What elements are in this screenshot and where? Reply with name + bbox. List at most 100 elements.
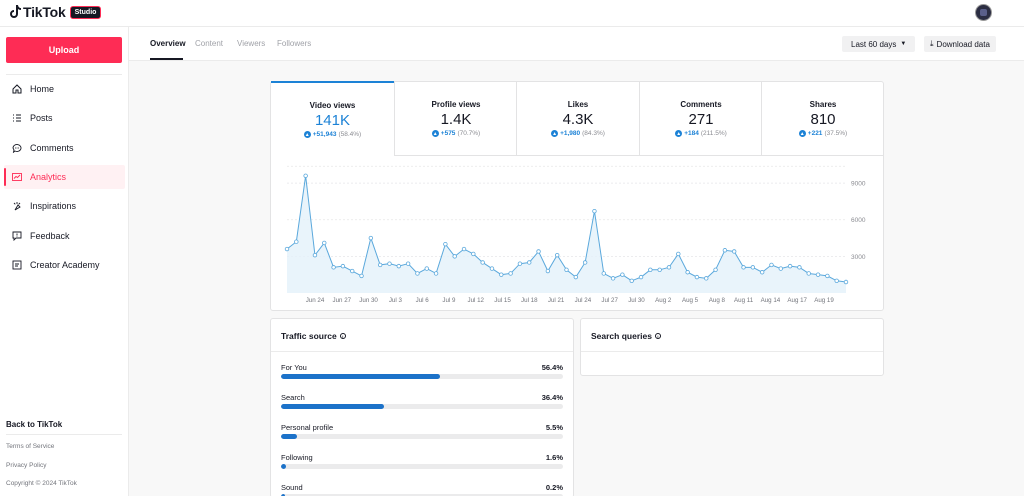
sidebar-item-home[interactable]: Home: [4, 77, 125, 101]
arrow-up-icon: ▲: [431, 130, 439, 137]
traffic-source-card: Traffic source i For You 56.4% Search 36.4%…: [270, 318, 574, 496]
info-icon[interactable]: i: [654, 333, 661, 339]
data-point: [638, 274, 644, 280]
traffic-source-bar-track: [281, 464, 563, 469]
data-point: [648, 267, 653, 272]
data-point: [508, 271, 513, 276]
studio-badge: Studio: [69, 5, 102, 19]
sidebar: Upload Home Posts Comments Analytics Ins…: [0, 27, 129, 496]
data-point: [797, 265, 802, 270]
data-point: [843, 279, 849, 285]
data-point: [741, 265, 746, 270]
data-point: [368, 235, 374, 241]
x-tick-label: Jul 30: [628, 297, 645, 304]
traffic-source-bar-fill: [281, 404, 384, 409]
avatar[interactable]: [975, 4, 992, 21]
data-point: [685, 270, 690, 275]
delta-percent: (211.5%): [700, 130, 727, 137]
y-tick-label: 6000: [851, 217, 866, 224]
metric-label: Comments: [680, 100, 722, 109]
delta-value: +575: [440, 130, 456, 137]
terms-link[interactable]: Terms of Service: [6, 443, 55, 450]
sidebar-item-creator-academy[interactable]: Creator Academy: [4, 253, 125, 277]
x-tick-label: Jul 6: [416, 297, 430, 304]
x-tick-label: Aug 5: [682, 297, 699, 304]
data-point: [620, 272, 625, 277]
date-range-dropdown[interactable]: Last 60 days ▼: [842, 36, 916, 52]
x-tick-label: Aug 2: [655, 297, 672, 304]
data-point: [610, 276, 616, 281]
tab-viewers[interactable]: Viewers: [237, 39, 266, 48]
logo-text: TikTok: [23, 4, 66, 20]
traffic-source-name: Sound: [281, 483, 303, 492]
tab-followers[interactable]: Followers: [277, 39, 312, 48]
analytics-icon: [11, 171, 23, 183]
traffic-source-bar-fill: [281, 464, 286, 469]
metric-shares[interactable]: Shares 810 ▲ +221 (37.5%): [761, 82, 884, 156]
metric-value: 271: [688, 111, 714, 128]
metric-label: Likes: [567, 100, 589, 109]
upload-button[interactable]: Upload: [6, 37, 122, 63]
data-point: [527, 260, 532, 265]
traffic-source-row: Personal profile 5.5%: [281, 423, 563, 447]
tab-overview[interactable]: Overview: [150, 39, 186, 48]
data-point: [629, 278, 634, 283]
x-tick-label: Jul 3: [389, 297, 403, 304]
sidebar-item-comments[interactable]: Comments: [4, 136, 125, 160]
delta-percent: (84.3%): [582, 130, 605, 137]
data-point: [471, 251, 476, 257]
data-point: [778, 266, 783, 271]
data-point: [443, 241, 448, 247]
traffic-source-row: Sound 0.2%: [281, 483, 563, 496]
x-tick-label: Jun 27: [333, 297, 352, 304]
sparkle-icon: [11, 200, 23, 212]
x-tick-label: Jun 30: [359, 297, 378, 304]
data-point: [499, 272, 504, 277]
metric-label: Shares: [809, 100, 837, 109]
data-point: [359, 273, 364, 279]
metric-comments[interactable]: Comments 271 ▲ +184 (211.5%): [639, 82, 762, 156]
data-point: [433, 271, 439, 276]
data-point: [657, 267, 662, 272]
data-point: [396, 263, 401, 269]
sidebar-item-posts[interactable]: Posts: [4, 106, 125, 130]
sidebar-item-analytics[interactable]: Analytics: [4, 165, 125, 189]
data-point: [815, 272, 821, 277]
data-point: [554, 252, 560, 258]
data-point: [732, 249, 737, 254]
traffic-source-bar-track: [281, 404, 563, 409]
data-point: [601, 271, 606, 276]
academy-icon: [11, 259, 23, 271]
download-data-button[interactable]: ⤓ Download data: [924, 36, 996, 52]
metric-likes[interactable]: Likes 4.3K ▲ +1,980 (84.3%): [516, 82, 639, 156]
arrow-up-icon: ▲: [551, 130, 559, 137]
traffic-source-bar-track: [281, 494, 563, 496]
traffic-source-bar-track: [281, 434, 563, 439]
x-tick-label: Jul 12: [467, 297, 484, 304]
metric-profile-views[interactable]: Profile views 1.4K ▲ +575 (70.7%): [394, 82, 517, 156]
x-tick-label: Jul 21: [548, 297, 565, 304]
metric-video-views[interactable]: Video views 141K ▲ +51,943 (58.4%): [271, 81, 394, 155]
traffic-source-title: Traffic source: [281, 331, 337, 341]
tiktok-studio-logo[interactable]: TikTok Studio: [9, 4, 102, 20]
sidebar-item-feedback[interactable]: Feedback: [4, 224, 125, 248]
sidebar-item-label: Analytics: [30, 172, 67, 182]
analytics-tab-bar: Overview Content Viewers Followers Last …: [129, 27, 1024, 61]
data-point: [331, 265, 336, 270]
delta-percent: (37.5%): [824, 130, 848, 137]
download-label: Download data: [936, 39, 990, 49]
sidebar-item-label: Feedback: [30, 231, 70, 241]
data-point: [694, 274, 700, 280]
x-tick-label: Jul 27: [601, 297, 618, 304]
back-to-tiktok-link[interactable]: Back to TikTok: [6, 420, 63, 429]
privacy-link[interactable]: Privacy Policy: [6, 462, 47, 469]
tab-content[interactable]: Content: [195, 39, 224, 48]
copyright-text: Copyright © 2024 TikTok: [6, 480, 77, 487]
data-point: [759, 270, 765, 275]
sidebar-item-inspirations[interactable]: Inspirations: [4, 194, 125, 218]
traffic-source-bar-track: [281, 374, 563, 379]
sidebar-item-label: Home: [30, 84, 55, 94]
metric-value: 810: [810, 111, 836, 128]
arrow-up-icon: ▲: [675, 130, 683, 137]
info-icon[interactable]: i: [339, 333, 346, 339]
